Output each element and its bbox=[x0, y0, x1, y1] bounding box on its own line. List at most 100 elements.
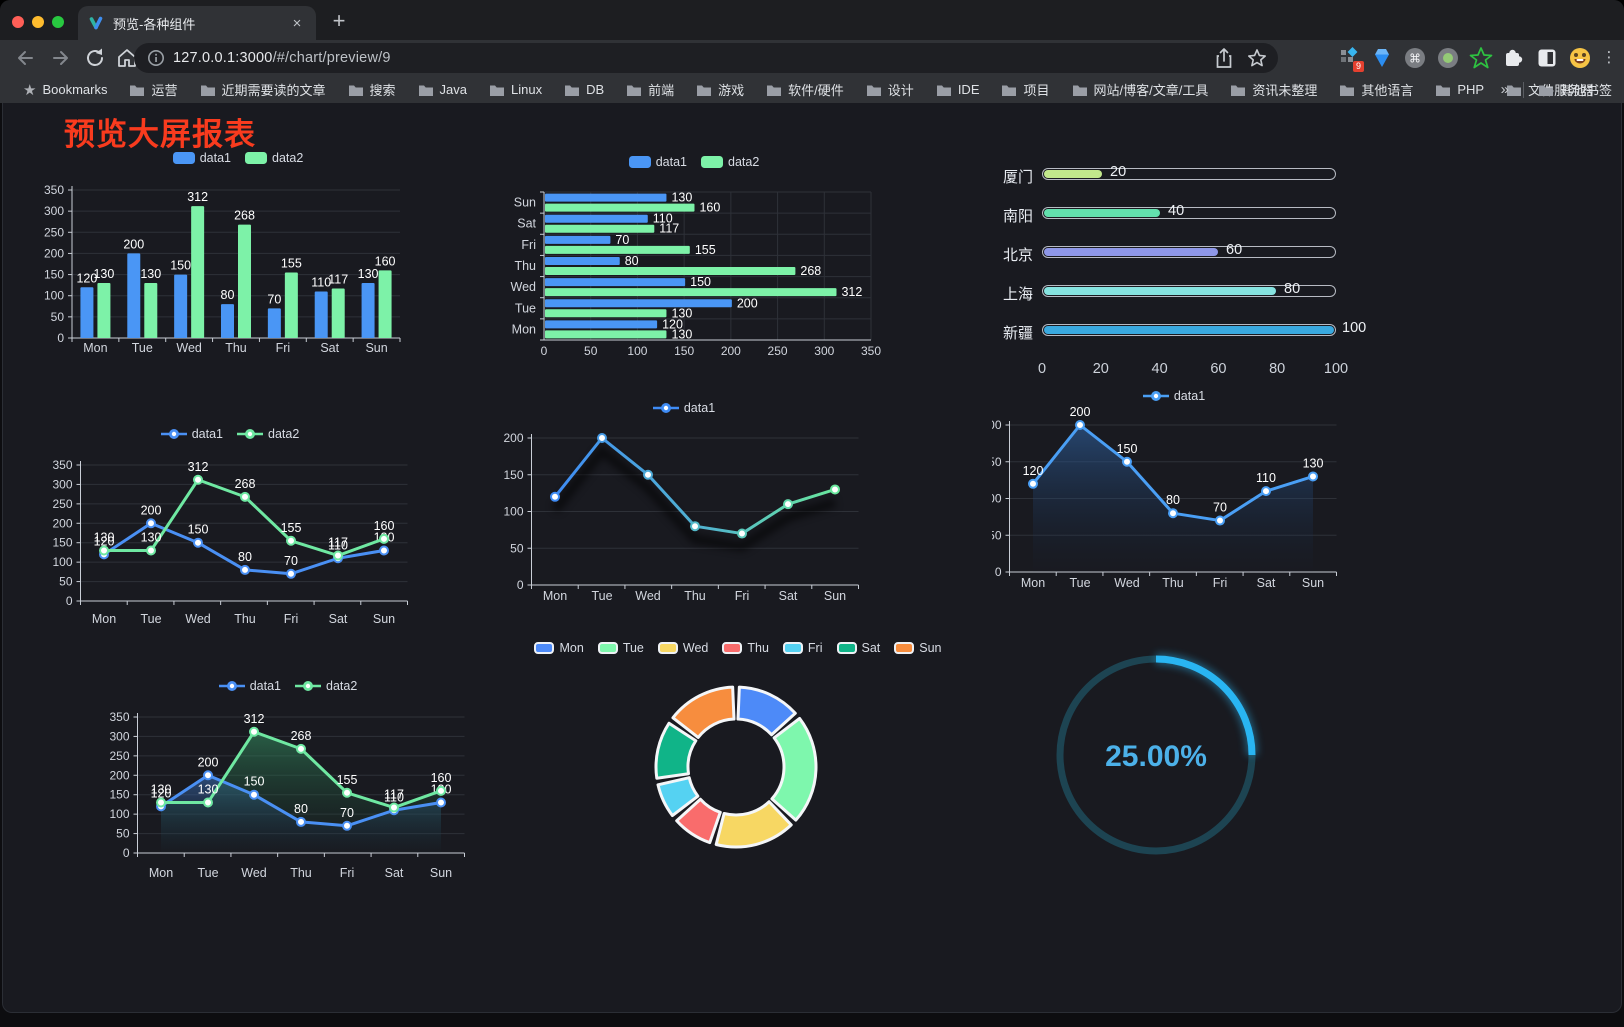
extension-emoji-icon[interactable] bbox=[1567, 45, 1593, 71]
window-close-button[interactable] bbox=[12, 16, 24, 28]
bookmark-label: 游戏 bbox=[718, 83, 745, 98]
svg-text:⌘: ⌘ bbox=[1409, 52, 1421, 66]
extension-grid-icon[interactable]: 9 bbox=[1336, 45, 1364, 72]
bookmark-item[interactable]: 软件/硬件 bbox=[755, 80, 855, 99]
browser-menu-button[interactable]: ⋮ bbox=[1601, 49, 1617, 66]
svg-text:300: 300 bbox=[52, 477, 72, 491]
legend-item[interactable]: data1 bbox=[628, 155, 687, 169]
svg-text:100: 100 bbox=[52, 555, 72, 569]
svg-text:268: 268 bbox=[235, 477, 256, 491]
svg-text:Mon: Mon bbox=[512, 322, 536, 336]
bookmark-star-icon[interactable] bbox=[1246, 47, 1268, 69]
legend-item[interactable]: data1 bbox=[160, 427, 223, 441]
bookmark-item[interactable]: 游戏 bbox=[685, 80, 755, 99]
svg-text:70: 70 bbox=[1213, 501, 1227, 515]
legend-item[interactable]: data2 bbox=[701, 155, 759, 169]
svg-text:160: 160 bbox=[374, 519, 395, 533]
home-button[interactable] bbox=[114, 45, 140, 71]
legend-item[interactable]: data1 bbox=[1142, 389, 1205, 403]
svg-text:120: 120 bbox=[151, 786, 172, 800]
legend-item[interactable]: Thu bbox=[722, 641, 769, 655]
legend-item[interactable]: Sun bbox=[894, 641, 942, 655]
legend-item[interactable]: data1 bbox=[218, 679, 281, 693]
svg-text:250: 250 bbox=[44, 225, 64, 239]
legend-item[interactable]: data2 bbox=[237, 427, 299, 441]
bookmark-item[interactable]: IDE bbox=[925, 82, 991, 97]
legend-item[interactable]: Wed bbox=[657, 641, 708, 655]
bookmark-item[interactable]: 运营 bbox=[118, 80, 188, 99]
extension-split-square-icon[interactable] bbox=[1534, 45, 1560, 71]
progress-value: 60 bbox=[1226, 242, 1243, 258]
legend-item[interactable]: data1 bbox=[652, 401, 715, 415]
svg-text:Sun: Sun bbox=[824, 589, 846, 603]
bookmark-item[interactable]: 前端 bbox=[615, 80, 685, 99]
progress-bar-chart: 厦门 20 南阳 40 北京 60 上海 80 新疆 100 0 20 40 60 80 100 bbox=[996, 155, 1368, 387]
back-button[interactable] bbox=[12, 45, 38, 71]
svg-text:Sun: Sun bbox=[365, 341, 387, 355]
pie-marker-icon bbox=[597, 642, 618, 654]
pie-marker-icon bbox=[782, 642, 803, 654]
svg-text:200: 200 bbox=[141, 503, 162, 517]
svg-text:110: 110 bbox=[653, 212, 673, 226]
line-chart-two-series: data1 data2 0 50 100 150 200 250 300 350 Mon Tue Wed… bbox=[42, 423, 418, 641]
svg-text:Wed: Wed bbox=[185, 612, 211, 626]
bookmark-item[interactable]: PHP bbox=[1424, 82, 1495, 97]
svg-text:155: 155 bbox=[695, 243, 716, 257]
folder-icon bbox=[200, 85, 215, 96]
extension-command-icon[interactable]: ⌘ bbox=[1402, 45, 1428, 71]
address-bar[interactable]: 127.0.0.1:3000/#/chart/preview/9 bbox=[134, 43, 1278, 73]
bookmark-item[interactable]: 网站/博客/文章/工具 bbox=[1061, 80, 1220, 99]
svg-text:Sun: Sun bbox=[514, 196, 536, 210]
bookmark-label: DB bbox=[586, 82, 605, 97]
window-minimize-button[interactable] bbox=[32, 16, 44, 28]
svg-text:350: 350 bbox=[861, 344, 881, 358]
new-tab-button[interactable]: + bbox=[332, 8, 346, 33]
svg-text:200: 200 bbox=[109, 768, 129, 782]
legend-item[interactable]: Sat bbox=[836, 641, 880, 655]
legend-item[interactable]: Tue bbox=[597, 641, 644, 655]
legend-item[interactable]: data1 bbox=[172, 151, 231, 165]
bookmarks-overflow-button[interactable]: » bbox=[1500, 81, 1509, 98]
bookmark-label: 项目 bbox=[1023, 83, 1050, 98]
line-chart-canvas: 0 50 100 150 200 Mon Tue Wed Thu Fri Sat Sun bbox=[503, 431, 859, 603]
bookmark-item[interactable]: Linux bbox=[478, 82, 553, 97]
bookmark-item[interactable]: DB bbox=[553, 82, 615, 97]
extension-gem-icon[interactable] bbox=[1369, 45, 1395, 71]
extensions-puzzle-icon[interactable] bbox=[1501, 45, 1527, 71]
folder-icon bbox=[348, 85, 363, 96]
bookmark-item[interactable]: 项目 bbox=[990, 80, 1060, 99]
svg-text:120: 120 bbox=[1023, 464, 1044, 478]
folder-icon bbox=[936, 85, 951, 96]
other-bookmarks-button[interactable]: 其他书签 bbox=[1534, 80, 1616, 99]
svg-text:350: 350 bbox=[44, 183, 64, 197]
chart-legend: data1 bbox=[992, 385, 1356, 407]
bookmark-item[interactable]: 资讯未整理 bbox=[1219, 80, 1328, 99]
folder-icon bbox=[627, 85, 642, 96]
extension-star-icon[interactable] bbox=[1468, 45, 1494, 71]
line-marker-icon bbox=[218, 681, 245, 691]
bookmark-item[interactable]: 搜索 bbox=[337, 80, 407, 99]
forward-button[interactable] bbox=[48, 45, 74, 71]
share-icon[interactable] bbox=[1214, 47, 1234, 69]
bookmarks-manager[interactable]: ★ Bookmarks bbox=[12, 81, 118, 99]
legend-item[interactable]: data2 bbox=[245, 151, 303, 165]
bookmark-item[interactable]: 其他语言 bbox=[1328, 80, 1424, 99]
bookmark-item[interactable]: 近期需要读的文章 bbox=[189, 80, 337, 99]
legend-item[interactable]: Fri bbox=[782, 641, 823, 655]
progress-fill bbox=[1044, 326, 1334, 334]
site-info-icon[interactable] bbox=[147, 49, 165, 67]
extension-dot-icon[interactable] bbox=[1435, 45, 1461, 71]
progress-track bbox=[1042, 285, 1336, 297]
progress-fill bbox=[1044, 170, 1102, 178]
folder-icon bbox=[490, 85, 504, 96]
tab-close-button[interactable]: × bbox=[292, 14, 302, 32]
legend-item[interactable]: data2 bbox=[295, 679, 357, 693]
progress-row: 北京 60 bbox=[1003, 242, 1336, 264]
reload-button[interactable] bbox=[82, 45, 108, 71]
browser-tab[interactable]: 预览-各种组件 × bbox=[78, 6, 316, 40]
window-zoom-button[interactable] bbox=[52, 16, 64, 28]
bookmark-item[interactable]: 设计 bbox=[855, 80, 925, 99]
legend-item[interactable]: Mon bbox=[534, 641, 584, 655]
bookmark-item[interactable]: Java bbox=[407, 82, 478, 97]
svg-text:Sat: Sat bbox=[1257, 576, 1276, 590]
